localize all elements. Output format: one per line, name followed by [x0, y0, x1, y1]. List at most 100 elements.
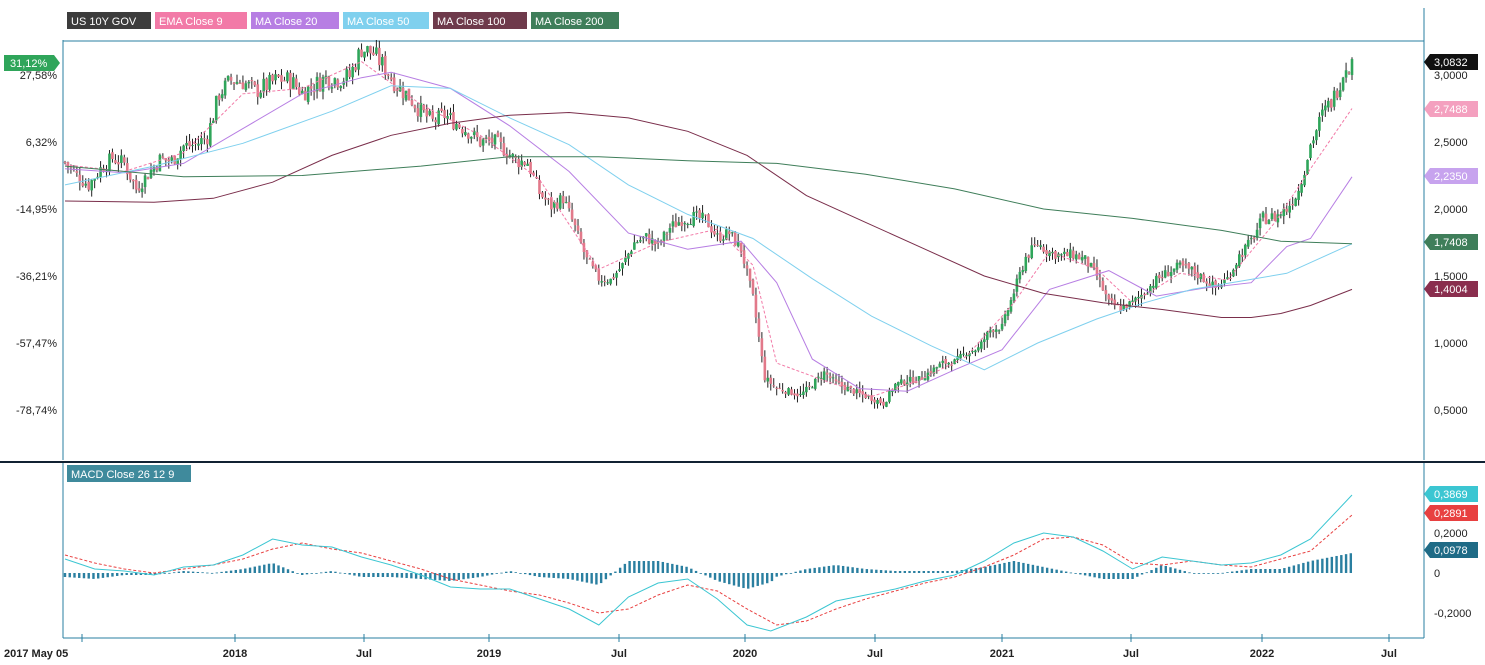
- candle-body: [146, 177, 150, 180]
- candle-body: [1205, 281, 1208, 284]
- y-tick-label: 1,5000: [1434, 271, 1468, 283]
- hist-bar: [1259, 569, 1262, 573]
- candle-body: [716, 233, 719, 235]
- candle-body: [1000, 323, 1004, 330]
- candle-body: [722, 239, 725, 241]
- x-tick-label: Jul: [1381, 648, 1397, 660]
- legend-item-2[interactable]: MA Close 20: [251, 12, 339, 29]
- candle-body: [736, 241, 740, 247]
- candle-body: [123, 157, 126, 163]
- candle-body: [1166, 271, 1170, 277]
- candle-body: [710, 226, 713, 233]
- hist-bar: [467, 573, 470, 579]
- svg-text:0,2891: 0,2891: [1434, 508, 1468, 520]
- candle-body: [799, 393, 802, 395]
- candle-body: [458, 124, 461, 128]
- candle-body: [93, 179, 96, 181]
- candle-body: [674, 221, 678, 228]
- candle-body: [920, 377, 924, 380]
- hist-bar: [395, 573, 399, 578]
- macd-plot-area[interactable]: [63, 494, 1353, 632]
- hist-bar: [291, 571, 294, 573]
- hist-bar: [82, 573, 86, 579]
- hist-bar: [410, 573, 413, 579]
- candle-body: [606, 282, 609, 284]
- hist-bar: [585, 573, 589, 583]
- candle-body: [751, 279, 755, 294]
- legend-item-3[interactable]: MA Close 50: [343, 12, 429, 29]
- candle-body: [137, 188, 141, 191]
- candle-body: [493, 134, 497, 145]
- candle-body: [849, 385, 853, 388]
- candle-body: [1321, 109, 1324, 116]
- last-value-tags: 3,0832 2,7488 2,2350 1,7408 1,4004 0,3869 0,28…: [1424, 54, 1478, 558]
- hist-bar: [1112, 573, 1115, 579]
- candle-body: [888, 390, 891, 402]
- signal-line: [64, 514, 1353, 626]
- candle-body: [1119, 305, 1122, 312]
- hist-bar: [566, 573, 570, 579]
- svg-text:2,7488: 2,7488: [1434, 104, 1468, 116]
- hist-bar: [766, 573, 769, 584]
- legend-item-1[interactable]: EMA Close 9: [155, 12, 247, 29]
- candle-body: [1157, 274, 1161, 279]
- hist-bar: [803, 569, 807, 573]
- hist-bar: [614, 571, 617, 573]
- candle-body: [63, 161, 67, 163]
- candle-body: [1113, 299, 1117, 306]
- candle-body: [873, 399, 876, 403]
- candle-body: [1306, 159, 1309, 175]
- hist-bar: [130, 573, 133, 575]
- price-plot-area[interactable]: [63, 39, 1354, 409]
- hist-bar: [780, 573, 783, 576]
- hist-bar: [623, 563, 627, 573]
- candle-body: [965, 355, 968, 357]
- hist-bar: [1050, 568, 1054, 573]
- last-value-tag-1: 2,7488: [1424, 101, 1478, 117]
- candle-body: [529, 161, 532, 174]
- hist-bar: [1268, 569, 1272, 573]
- series-line-ma-close-200: [64, 156, 1353, 245]
- candle-body: [730, 232, 734, 234]
- hist-bar: [1055, 569, 1058, 573]
- hist-bar: [258, 565, 261, 573]
- hist-bar: [561, 573, 565, 579]
- hist-bar: [111, 573, 114, 577]
- candle-body: [211, 120, 215, 124]
- candle-body: [633, 242, 636, 250]
- candle-body: [1012, 293, 1016, 301]
- hist-bar: [1155, 567, 1158, 573]
- hist-bar: [1264, 569, 1267, 573]
- legend-item-0[interactable]: US 10Y GOV: [67, 12, 151, 29]
- hist-bar: [557, 573, 560, 579]
- candle-body: [401, 87, 405, 99]
- candle-body: [197, 143, 200, 146]
- candle-body: [1276, 214, 1280, 223]
- hist-bar: [875, 569, 878, 573]
- candle-body: [739, 242, 743, 252]
- candle-body: [280, 75, 283, 82]
- hist-bar: [1121, 573, 1125, 579]
- candle-body: [796, 393, 799, 397]
- hist-bar: [913, 571, 916, 573]
- candle-body: [1303, 174, 1306, 186]
- candle-body: [763, 356, 767, 381]
- legend-item-5[interactable]: MA Close 200: [531, 12, 619, 29]
- candle-body: [876, 399, 879, 404]
- macd-tick-label: 0,2000: [1434, 528, 1468, 540]
- hist-bar: [789, 572, 793, 574]
- candle-body: [695, 211, 698, 213]
- hist-bar: [267, 563, 271, 573]
- hist-bar: [590, 573, 593, 584]
- legend-label: US 10Y GOV: [71, 16, 137, 28]
- candle-body: [229, 76, 233, 81]
- macd-legend-label: MACD Close 26 12 9: [71, 469, 174, 481]
- hist-bar: [1074, 573, 1077, 574]
- candle-body: [511, 154, 515, 157]
- candle-body: [816, 376, 820, 379]
- hist-bar: [889, 570, 892, 573]
- candle-body: [360, 49, 363, 57]
- hist-bar: [1278, 569, 1281, 573]
- candle-body: [1288, 205, 1292, 213]
- legend-item-4[interactable]: MA Close 100: [433, 12, 527, 29]
